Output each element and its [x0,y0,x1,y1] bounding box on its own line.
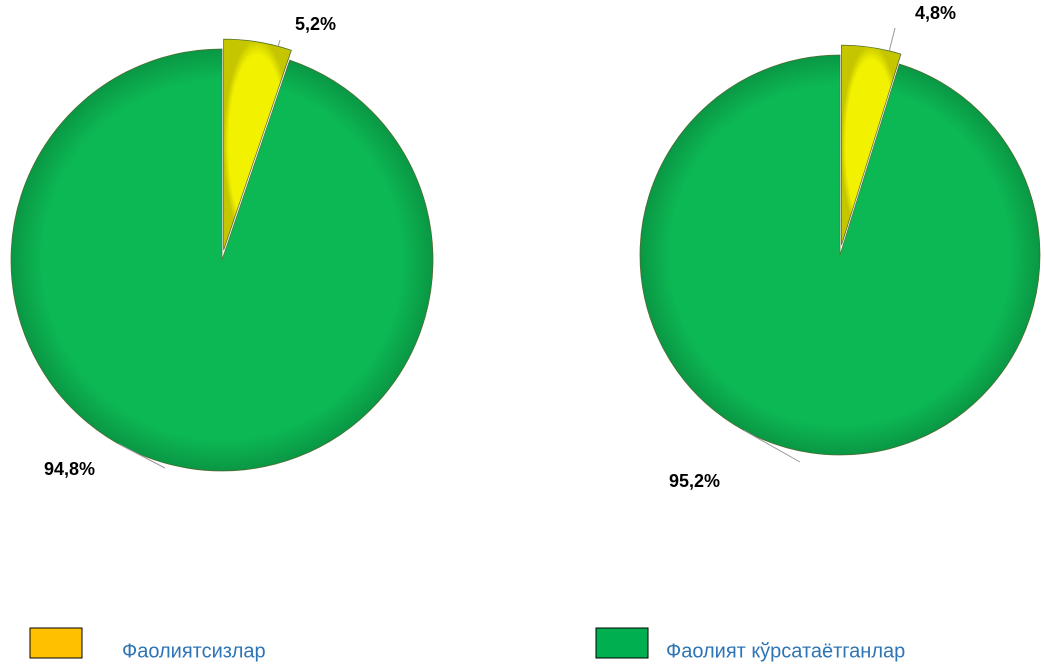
leader-line [743,430,801,463]
legend-swatch [29,627,83,659]
data-label: 4,8% [915,3,956,23]
leader-line [888,27,896,52]
leader-line [118,443,166,469]
legend-label: Фаолиятсизлар [122,640,266,662]
data-label: 95,2% [669,471,720,491]
legend-label: Фаолият кўрсатаётганлар [666,640,905,662]
pie-slice [10,48,434,472]
pie-slice [639,54,1041,456]
data-label: 94,8% [44,459,95,479]
leader-line [277,39,281,47]
legend-swatch [595,627,649,659]
data-label: 5,2% [295,14,336,34]
